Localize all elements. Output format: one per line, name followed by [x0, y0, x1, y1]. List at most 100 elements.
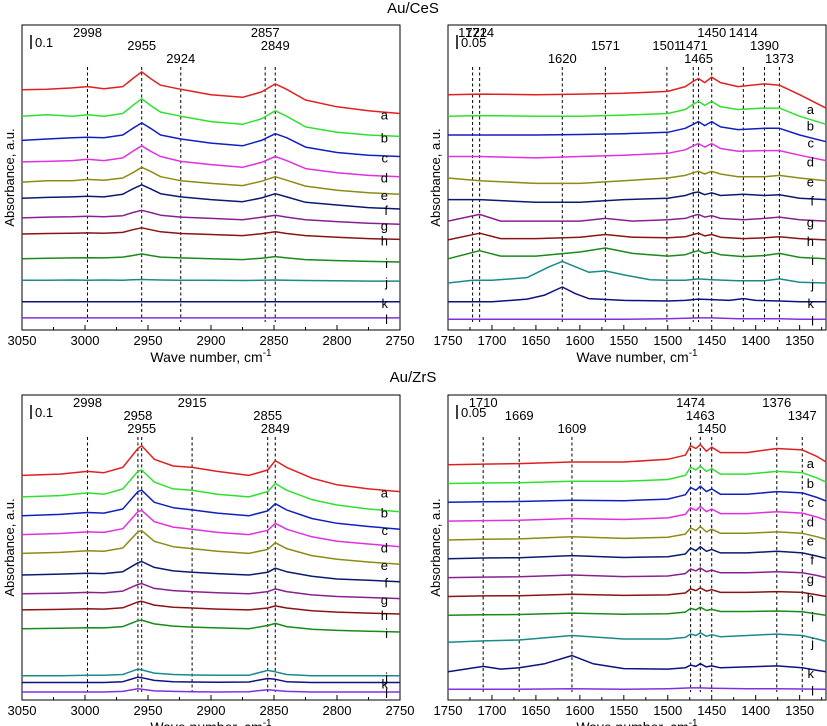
series-label-h: h [381, 233, 388, 248]
series-label-c: c [808, 136, 815, 151]
x-axis-label: Wave number, cm-1 [150, 718, 272, 726]
spectrum-c [21, 489, 401, 530]
spectrum-b [447, 100, 827, 126]
series-label-h: h [807, 234, 814, 249]
peak-label: 1347 [788, 408, 817, 423]
series-label-d: d [381, 541, 388, 556]
spectrum-k [448, 286, 826, 303]
spectrum-i [447, 606, 827, 617]
spectrum-c [447, 485, 827, 504]
peak-label: 2955 [127, 421, 156, 436]
x-tick-label: 1700 [477, 333, 506, 348]
peak-label: 1373 [765, 51, 794, 66]
y-axis-label: Absorbance, a.u. [2, 498, 17, 596]
panel-1: 3050 3000 2950 2900 2850 2800 2750 Wave number,… [2, 24, 414, 365]
plot-frame [447, 394, 827, 701]
x-axis-label: Wave number, cm-1 [576, 718, 698, 726]
peak-label: 2857 [251, 25, 280, 40]
spectrum-e [447, 525, 827, 541]
series-label-f: f [810, 194, 814, 209]
y-axis-label: Absorbance, a.u. [428, 498, 443, 596]
series-label-a: a [381, 107, 389, 122]
spectrum-b [21, 469, 401, 513]
scale-bar-label: 0.05 [461, 35, 486, 50]
panel-2: 1750 1700 1650 1600 1550 1500 1450 1400 1350 Wave… [428, 24, 827, 365]
peak-label: 1463 [686, 408, 715, 423]
series-label-j: j [384, 670, 388, 685]
series-label-i: i [385, 626, 388, 641]
figure-title-bottom: Au/ZrS [390, 369, 437, 386]
series-label-k: k [382, 296, 389, 311]
y-axis-label: Absorbance, a.u. [428, 128, 443, 226]
x-tick-label: 3050 [8, 333, 37, 348]
spectrum-h [447, 587, 827, 598]
spectrum-b [447, 465, 827, 485]
spectrum-j [447, 632, 827, 643]
x-tick-label: 2750 [386, 703, 415, 718]
x-tick-label: 1650 [521, 703, 550, 718]
spectrum-g [21, 209, 401, 226]
plot-frame [21, 394, 401, 701]
x-tick-label: 1400 [741, 333, 770, 348]
spectrum-d [448, 142, 827, 162]
panel-3: 3050 3000 2950 2900 2850 2800 2750 Wave number,… [2, 394, 415, 726]
x-tick-label: 2950 [134, 333, 163, 348]
scale-bar-label: 0.05 [461, 405, 486, 420]
x-tick-label: 1650 [521, 333, 550, 348]
peak-label: 2958 [123, 408, 152, 423]
spectrum-l [22, 687, 400, 693]
scale-bar-label: 0.1 [35, 405, 53, 420]
x-tick-label: 1600 [565, 333, 594, 348]
spectrum-k [22, 676, 400, 684]
peak-label: 1669 [505, 408, 534, 423]
series-label-j: j [384, 275, 388, 290]
x-tick-label: 1700 [477, 703, 506, 718]
series-label-g: g [381, 218, 388, 233]
x-tick-label: 1400 [741, 703, 770, 718]
x-tick-label: 1350 [785, 333, 814, 348]
series-label-g: g [807, 572, 814, 587]
series-label-b: b [381, 130, 388, 145]
series-label-l: l [385, 312, 388, 327]
series-label-k: k [808, 296, 815, 311]
peak-label: 1722 [458, 25, 487, 40]
spectrum-d [21, 509, 401, 548]
series-label-f: f [384, 203, 388, 218]
peak-label: 2855 [253, 408, 282, 423]
x-tick-label: 2900 [197, 333, 226, 348]
peak-label: 2924 [166, 51, 195, 66]
series-label-a: a [381, 486, 389, 501]
series-label-j: j [810, 635, 814, 650]
spectrum-c [448, 120, 827, 143]
spectrum-h [21, 600, 401, 615]
x-tick-label: 2900 [197, 703, 226, 718]
x-tick-label: 1600 [565, 703, 594, 718]
peak-label: 1714 [465, 25, 494, 40]
x-tick-label: 1450 [697, 703, 726, 718]
series-label-d: d [807, 155, 814, 170]
series-label-e: e [381, 558, 388, 573]
spectrum-i [447, 247, 827, 260]
x-axis-label-unit: -1 [689, 348, 698, 359]
spectrum-a [447, 443, 827, 466]
spectrum-h [21, 227, 401, 241]
series-label-l: l [811, 683, 814, 698]
x-axis-label: Wave number, cm-1 [576, 348, 698, 365]
series-label-d: d [381, 171, 388, 186]
peak-label: 1474 [676, 395, 705, 410]
spectrum-l [448, 317, 826, 321]
x-tick-label: 1750 [434, 703, 463, 718]
peak-label: 1450 [697, 421, 726, 436]
spectrum-a [447, 76, 827, 109]
x-tick-label: 2800 [323, 333, 352, 348]
series-label-j: j [810, 277, 814, 292]
spectrum-a [21, 445, 401, 493]
spectrum-j [447, 260, 827, 284]
series-label-i: i [811, 609, 814, 624]
series-label-c: c [808, 495, 815, 510]
spectrum-l [448, 687, 827, 691]
series-label-c: c [382, 151, 389, 166]
x-tick-label: 1500 [653, 333, 682, 348]
peak-label: 2955 [127, 38, 156, 53]
scale-bar-label: 0.1 [35, 35, 53, 50]
